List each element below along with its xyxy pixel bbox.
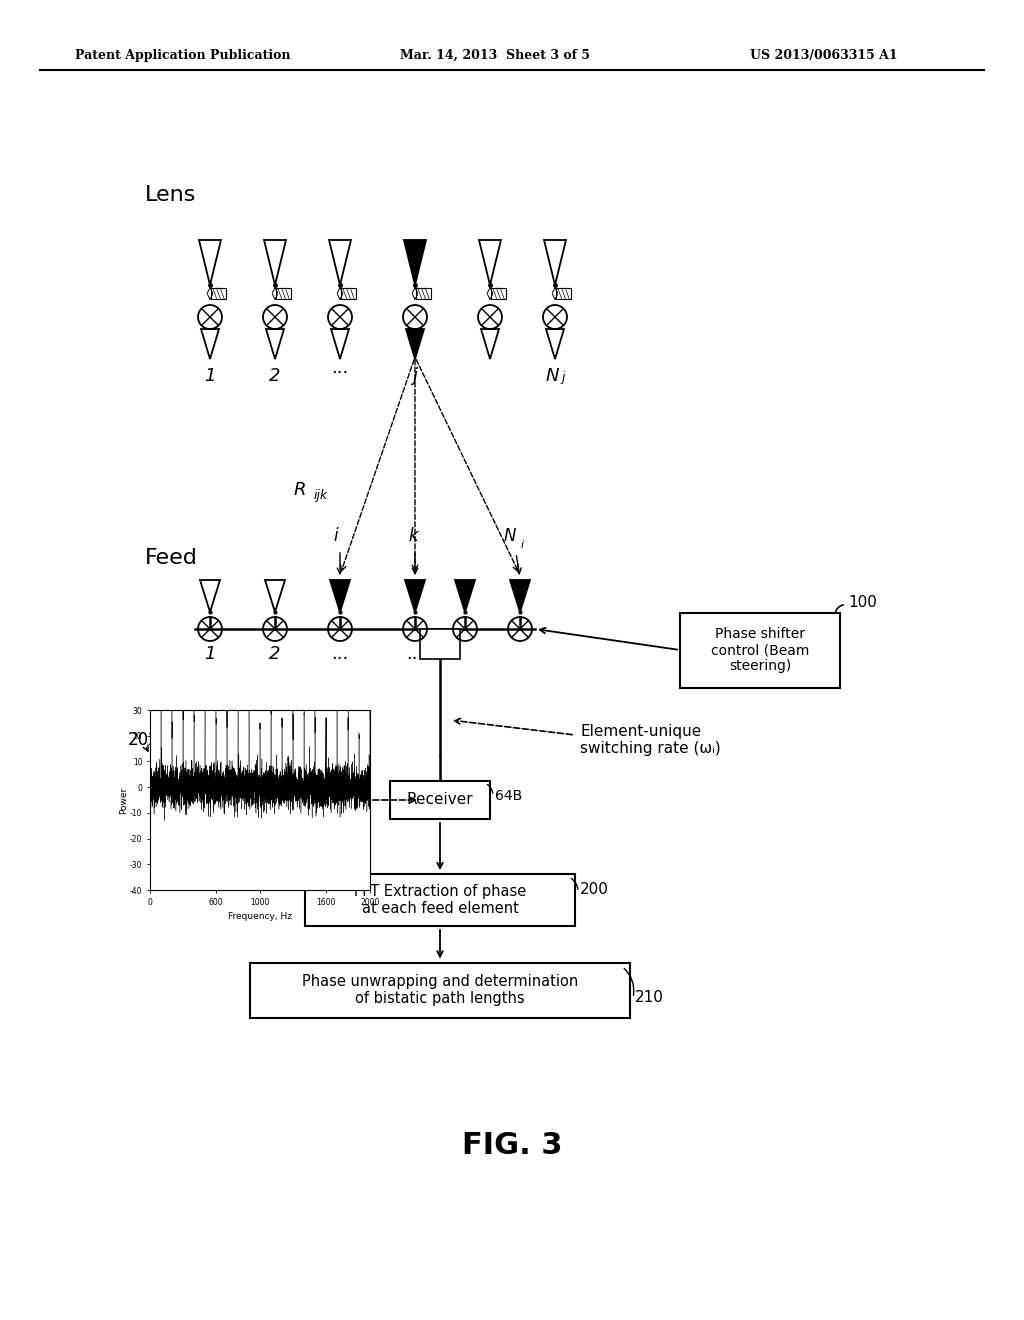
Text: i: i — [334, 527, 338, 545]
Text: 2: 2 — [269, 645, 281, 663]
Text: ...: ... — [407, 645, 424, 663]
Text: Phase unwrapping and determination
of bistatic path lengths: Phase unwrapping and determination of bi… — [302, 974, 579, 1006]
Text: N: N — [545, 367, 559, 385]
Polygon shape — [265, 579, 285, 612]
Polygon shape — [404, 240, 426, 285]
X-axis label: Frequency, Hz: Frequency, Hz — [228, 912, 292, 921]
Polygon shape — [199, 240, 221, 285]
Bar — [250, 962, 630, 1018]
Polygon shape — [330, 579, 350, 612]
Text: Receiver: Receiver — [407, 792, 473, 808]
Text: 2: 2 — [269, 367, 281, 385]
Text: Phase shifter
control (Beam
steering): Phase shifter control (Beam steering) — [711, 627, 809, 673]
Polygon shape — [479, 240, 501, 285]
Bar — [416, 288, 431, 300]
Text: R: R — [294, 480, 306, 499]
Text: US 2013/0063315 A1: US 2013/0063315 A1 — [750, 49, 898, 62]
Text: N: N — [504, 527, 516, 545]
Text: ...: ... — [332, 645, 348, 663]
Text: Feed: Feed — [145, 548, 198, 568]
Polygon shape — [544, 240, 566, 285]
Text: FFT Extraction of phase
at each feed element: FFT Extraction of phase at each feed ele… — [354, 884, 526, 916]
Polygon shape — [406, 329, 424, 359]
Text: Lens: Lens — [145, 185, 197, 205]
Polygon shape — [329, 240, 351, 285]
Bar — [490, 288, 506, 300]
Text: Element-unique
switching rate (ωᵢ): Element-unique switching rate (ωᵢ) — [580, 723, 721, 756]
Polygon shape — [455, 579, 475, 612]
Polygon shape — [201, 329, 219, 359]
Text: ijk: ijk — [314, 490, 328, 503]
Text: k: k — [409, 527, 418, 545]
Polygon shape — [200, 579, 220, 612]
Bar — [556, 288, 571, 300]
Text: 200: 200 — [580, 883, 609, 898]
Text: i: i — [520, 540, 523, 550]
Text: 210: 210 — [635, 990, 664, 1006]
Text: 1: 1 — [204, 645, 216, 663]
Polygon shape — [266, 329, 284, 359]
Text: j: j — [561, 371, 565, 384]
Bar — [211, 288, 226, 300]
Polygon shape — [264, 240, 286, 285]
Text: Patent Application Publication: Patent Application Publication — [75, 49, 291, 62]
Text: Mar. 14, 2013  Sheet 3 of 5: Mar. 14, 2013 Sheet 3 of 5 — [400, 49, 590, 62]
Text: 202: 202 — [128, 731, 160, 748]
Polygon shape — [481, 329, 499, 359]
Text: 64B: 64B — [495, 789, 522, 803]
Polygon shape — [510, 579, 530, 612]
Bar — [390, 781, 490, 818]
Bar — [305, 874, 575, 927]
Text: FIG. 3: FIG. 3 — [462, 1130, 562, 1159]
Polygon shape — [406, 579, 425, 612]
Bar — [680, 612, 840, 688]
Bar — [420, 630, 460, 659]
Bar — [276, 288, 291, 300]
Text: j: j — [413, 367, 418, 385]
Polygon shape — [331, 329, 349, 359]
Text: 100: 100 — [848, 595, 877, 610]
Y-axis label: Power: Power — [120, 787, 128, 813]
Polygon shape — [546, 329, 564, 359]
Bar — [341, 288, 356, 300]
Text: ...: ... — [332, 359, 348, 378]
Text: 1: 1 — [204, 367, 216, 385]
